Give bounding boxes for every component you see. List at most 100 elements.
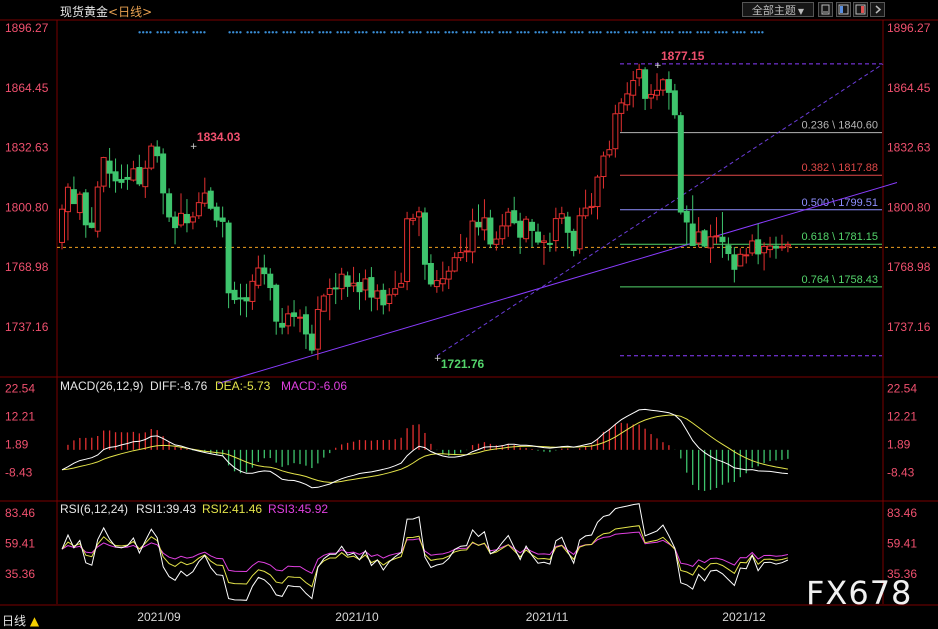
dot-marker <box>329 31 332 34</box>
candle-down <box>773 245 779 249</box>
dot-marker <box>397 31 400 34</box>
macd-legend-item: MACD(26,12,9) <box>60 379 143 393</box>
candle-up <box>523 218 530 240</box>
dea-line <box>61 414 788 483</box>
period-selector[interactable]: 日线 ▲ <box>2 612 39 629</box>
candle-down <box>225 222 232 294</box>
candle-up <box>505 211 512 227</box>
minimize-icon[interactable] <box>818 2 833 17</box>
dot-marker <box>376 31 379 34</box>
dot-marker <box>343 31 346 34</box>
candle-up <box>778 246 785 249</box>
price-tick-left: 1896.27 <box>5 21 49 35</box>
dot-marker <box>185 31 188 34</box>
dot-marker <box>736 31 739 34</box>
candle-down <box>124 176 131 180</box>
dot-marker <box>646 31 649 34</box>
dot-marker <box>379 31 382 34</box>
candle-up <box>64 186 71 213</box>
candle-down <box>308 333 315 351</box>
candle-down <box>517 220 524 238</box>
swing-dashed-line <box>436 63 884 357</box>
extreme-marker: + <box>434 354 442 364</box>
dot-marker <box>480 31 483 34</box>
candle-down <box>106 160 113 174</box>
panel-left-icon[interactable] <box>836 2 851 17</box>
candle-down <box>267 273 274 289</box>
candle-up <box>761 245 768 254</box>
candle-up <box>148 145 155 169</box>
candle-up <box>410 217 417 221</box>
dot-marker <box>253 31 256 34</box>
candle-down <box>535 231 541 243</box>
dot-marker <box>545 31 548 34</box>
candle-up <box>189 216 196 223</box>
dot-marker <box>300 31 303 34</box>
scroll-right-icon[interactable] <box>870 2 885 17</box>
candle-up <box>576 215 583 250</box>
panel-right-icon[interactable] <box>853 2 868 17</box>
candle-down <box>701 230 708 247</box>
candle-down <box>261 267 268 275</box>
dot-marker <box>289 31 292 34</box>
dot-marker <box>390 31 393 34</box>
dot-marker <box>491 31 494 34</box>
dot-marker <box>595 31 598 34</box>
rsi-tick-left: 83.46 <box>5 506 35 520</box>
price-tick-left: 1832.63 <box>5 141 49 155</box>
candle-up <box>743 254 750 257</box>
price-tick-right: 1737.16 <box>887 320 931 334</box>
candle-up <box>374 290 381 299</box>
macd-legend-item: DIFF:-8.76 <box>150 379 208 393</box>
price-extreme-label: 1721.76 <box>441 357 485 371</box>
chevron-up-icon: ▲ <box>29 614 40 628</box>
candle-down <box>380 289 387 306</box>
price-tick-right: 1896.27 <box>887 21 931 35</box>
candle-down <box>160 153 167 194</box>
dot-marker <box>574 31 577 34</box>
price-axis-labels: 1896.27 1896.27 1864.45 1864.45 1832.63 1832.… <box>5 21 931 334</box>
dot-marker <box>725 31 728 34</box>
date-axis-label: 2021/09 <box>137 610 181 624</box>
candle-down <box>344 275 351 287</box>
dot-marker <box>246 31 249 34</box>
candle-up <box>654 89 660 96</box>
symbol-title[interactable]: 现货黄金<日线> <box>60 3 152 20</box>
dot-marker <box>556 31 559 34</box>
dot-marker <box>563 31 566 34</box>
dot-marker <box>203 31 206 34</box>
dot-marker <box>577 31 580 34</box>
dot-marker <box>408 31 411 34</box>
dot-marker <box>732 31 735 34</box>
dot-marker <box>469 31 472 34</box>
candle-up <box>624 93 631 106</box>
candle-up <box>314 309 321 350</box>
macd-legend-item: DEA:-5.73 <box>215 379 271 393</box>
dot-marker <box>250 31 253 34</box>
rsi-tick-right: 59.41 <box>887 537 917 551</box>
dot-marker <box>754 31 757 34</box>
candle-down <box>368 277 375 298</box>
candle-down <box>70 189 77 205</box>
candle-up <box>76 193 83 214</box>
candle-down <box>273 284 280 322</box>
theme-dropdown[interactable]: 全部主题 ▼ <box>742 2 814 17</box>
macd-tick-right: 1.89 <box>887 438 911 452</box>
dot-marker <box>462 31 465 34</box>
dot-marker <box>660 31 663 34</box>
candle-up <box>600 155 607 178</box>
candle-up <box>636 68 643 79</box>
dot-marker <box>588 31 591 34</box>
candle-up <box>648 93 655 99</box>
rsi-legend-item: RSI2:41.46 <box>202 502 262 516</box>
support-trend-line <box>217 182 898 384</box>
dot-marker <box>430 31 433 34</box>
extreme-marker: + <box>654 61 662 71</box>
candle-down <box>332 287 339 290</box>
price-extreme-label: 1877.15 <box>661 49 705 63</box>
fibonacci-levels: 0.236 \ 1840.60 0.382 \ 1817.88 0.500 \ 17… <box>57 63 938 357</box>
candle-down <box>689 223 696 246</box>
candle-up <box>588 205 595 209</box>
dot-marker <box>473 31 476 34</box>
